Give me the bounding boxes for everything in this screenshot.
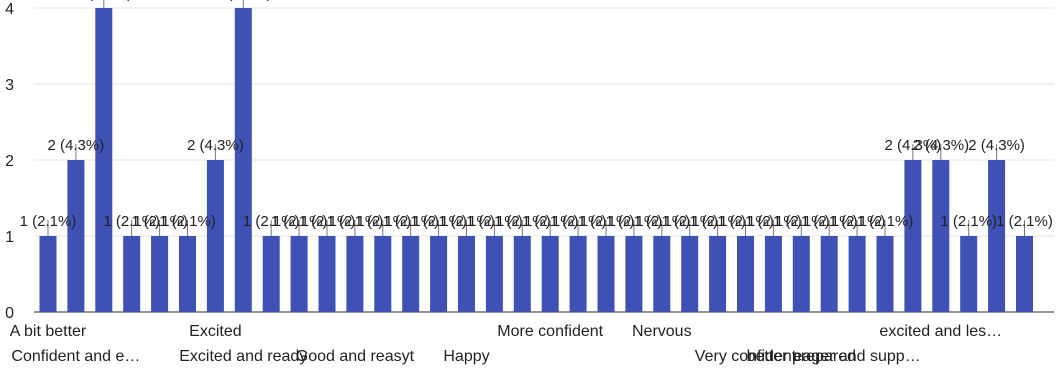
data-label: 2 (4.3%) bbox=[912, 137, 969, 154]
y-tick-label: 1 bbox=[5, 229, 14, 246]
bar bbox=[95, 8, 113, 312]
data-label: 1 (2.1%) bbox=[829, 213, 886, 230]
bar bbox=[737, 236, 754, 312]
data-label: 1 (2.1%) bbox=[159, 213, 216, 230]
data-label: 1 (2.1%) bbox=[354, 213, 411, 230]
bar bbox=[625, 236, 643, 312]
data-label: 1 (2.1%) bbox=[801, 213, 858, 230]
bar bbox=[681, 236, 699, 312]
data-label: 2 (4.3%) bbox=[48, 137, 105, 154]
bar bbox=[346, 236, 364, 312]
data-label: 1 (2.1%) bbox=[271, 213, 328, 230]
category-label: Very confident bbox=[695, 348, 797, 365]
data-label: 1 (2.1%) bbox=[857, 213, 914, 230]
y-tick-label: 2 bbox=[5, 153, 14, 170]
bar bbox=[262, 236, 280, 312]
bar bbox=[402, 236, 420, 312]
category-label: More confident bbox=[497, 323, 603, 340]
data-label: 1 (2.1%) bbox=[494, 213, 551, 230]
category-label: Excited bbox=[189, 323, 241, 340]
bar bbox=[569, 236, 587, 312]
data-label: 1 (2.1%) bbox=[717, 213, 774, 230]
data-label: 1 (2.1%) bbox=[550, 213, 607, 230]
category-label: better prepared bbox=[747, 348, 856, 365]
bar bbox=[151, 236, 169, 312]
data-label: 1 (2.1%) bbox=[243, 213, 300, 230]
data-label: 1 (2.1%) bbox=[940, 213, 997, 230]
bar bbox=[458, 236, 475, 312]
bar bbox=[848, 236, 866, 312]
data-label: 1 (2.1%) bbox=[745, 213, 802, 230]
data-label: 1 (2.1%) bbox=[633, 213, 690, 230]
bar bbox=[430, 236, 448, 312]
data-label: 1 (2.1%) bbox=[438, 213, 495, 230]
data-label: 2 (4.3%) bbox=[885, 137, 942, 154]
data-label: 1 (2.1%) bbox=[996, 213, 1053, 230]
data-label: 1 (2.1%) bbox=[606, 213, 663, 230]
bar bbox=[876, 236, 894, 312]
y-tick-label: 3 bbox=[5, 77, 14, 94]
data-label: 1 (2.1%) bbox=[689, 213, 746, 230]
bar bbox=[206, 160, 224, 312]
data-label: 4 (8.5%) bbox=[215, 0, 272, 2]
data-label: 1 (2.1%) bbox=[327, 213, 384, 230]
category-label: Happy bbox=[443, 348, 489, 365]
category-label: eager and supp… bbox=[793, 348, 920, 365]
bar bbox=[290, 236, 308, 312]
bar bbox=[234, 8, 252, 312]
category-label: Nervous bbox=[632, 323, 692, 340]
bar bbox=[541, 236, 559, 312]
category-label: Good and reasyt bbox=[296, 348, 415, 365]
bar bbox=[374, 236, 392, 312]
bars bbox=[39, 8, 1033, 312]
data-label: 1 (2.1%) bbox=[20, 213, 77, 230]
category-label: excited and les… bbox=[879, 323, 1002, 340]
bar bbox=[988, 160, 1006, 312]
bar bbox=[67, 160, 85, 312]
data-label: 1 (2.1%) bbox=[103, 213, 160, 230]
data-labels: 1 (2.1%)2 (4.3%)4 (8.5%)1 (2.1%)1 (2.1%)… bbox=[20, 0, 1053, 236]
data-label: 1 (2.1%) bbox=[382, 213, 439, 230]
bar bbox=[1016, 236, 1033, 312]
data-label: 1 (2.1%) bbox=[299, 213, 356, 230]
category-label: Confident and e… bbox=[11, 348, 140, 365]
y-tick-label: 4 bbox=[5, 1, 14, 18]
data-label: 1 (2.1%) bbox=[773, 213, 830, 230]
data-label: 1 (2.1%) bbox=[131, 213, 188, 230]
data-label: 1 (2.1%) bbox=[466, 213, 523, 230]
bar bbox=[932, 160, 950, 312]
data-label: 1 (2.1%) bbox=[578, 213, 635, 230]
data-label: 4 (8.5%) bbox=[75, 0, 132, 2]
y-tick-label: 0 bbox=[5, 305, 14, 322]
data-label: 1 (2.1%) bbox=[522, 213, 579, 230]
bar bbox=[39, 236, 57, 312]
bar bbox=[513, 236, 531, 312]
data-label: 2 (4.3%) bbox=[968, 137, 1025, 154]
bar bbox=[318, 236, 336, 312]
data-label: 2 (4.3%) bbox=[187, 137, 244, 154]
bar bbox=[485, 236, 503, 312]
category-label: Excited and ready bbox=[179, 348, 307, 365]
y-axis-tick-labels: 0 1 2 3 4 bbox=[5, 1, 14, 322]
bar bbox=[653, 236, 671, 312]
bar bbox=[764, 236, 782, 312]
category-label: A bit better bbox=[10, 323, 87, 340]
data-label: 1 (2.1%) bbox=[661, 213, 718, 230]
category-labels: A bit better Confident and e… Excited Excit… bbox=[10, 323, 1002, 365]
bar bbox=[597, 236, 615, 312]
bar bbox=[904, 160, 922, 312]
data-label: 1 (2.1%) bbox=[410, 213, 467, 230]
bar bbox=[709, 236, 727, 312]
bar bbox=[960, 236, 978, 312]
bar bbox=[179, 236, 196, 312]
bar bbox=[820, 236, 838, 312]
bar bbox=[792, 236, 810, 312]
bar bbox=[123, 236, 141, 312]
